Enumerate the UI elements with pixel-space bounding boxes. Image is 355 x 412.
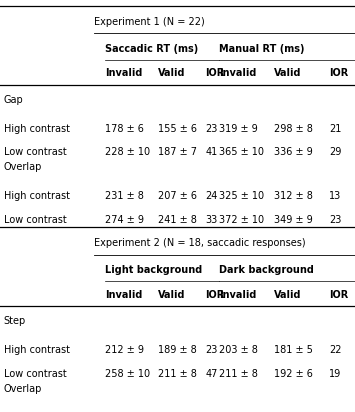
Text: Overlap: Overlap xyxy=(4,162,42,172)
Text: IOR: IOR xyxy=(329,290,349,300)
Text: Low contrast: Low contrast xyxy=(4,369,66,379)
Text: 23: 23 xyxy=(205,345,218,355)
Text: 241 ± 8: 241 ± 8 xyxy=(158,215,197,225)
Text: 23: 23 xyxy=(205,124,218,133)
Text: IOR: IOR xyxy=(205,68,224,78)
Text: 372 ± 10: 372 ± 10 xyxy=(219,215,264,225)
Text: Experiment 1 (N = 22): Experiment 1 (N = 22) xyxy=(94,17,205,27)
Text: 365 ± 10: 365 ± 10 xyxy=(219,147,264,157)
Text: 13: 13 xyxy=(329,191,342,201)
Text: 231 ± 8: 231 ± 8 xyxy=(105,191,144,201)
Text: IOR: IOR xyxy=(329,68,349,78)
Text: Invalid: Invalid xyxy=(219,68,257,78)
Text: 189 ± 8: 189 ± 8 xyxy=(158,345,197,355)
Text: High contrast: High contrast xyxy=(4,191,70,201)
Text: Manual RT (ms): Manual RT (ms) xyxy=(219,44,305,54)
Text: Valid: Valid xyxy=(274,290,301,300)
Text: Saccadic RT (ms): Saccadic RT (ms) xyxy=(105,44,198,54)
Text: 33: 33 xyxy=(205,215,218,225)
Text: 24: 24 xyxy=(205,191,218,201)
Text: 336 ± 9: 336 ± 9 xyxy=(274,147,313,157)
Text: 228 ± 10: 228 ± 10 xyxy=(105,147,150,157)
Text: 211 ± 8: 211 ± 8 xyxy=(219,369,258,379)
Text: 23: 23 xyxy=(329,215,342,225)
Text: 47: 47 xyxy=(205,369,218,379)
Text: 22: 22 xyxy=(329,345,342,355)
Text: 319 ± 9: 319 ± 9 xyxy=(219,124,258,133)
Text: IOR: IOR xyxy=(205,290,224,300)
Text: Experiment 2 (N = 18, saccadic responses): Experiment 2 (N = 18, saccadic responses… xyxy=(94,238,306,248)
Text: Gap: Gap xyxy=(4,95,23,105)
Text: 21: 21 xyxy=(329,124,342,133)
Text: Low contrast: Low contrast xyxy=(4,147,66,157)
Text: Invalid: Invalid xyxy=(105,290,142,300)
Text: Invalid: Invalid xyxy=(219,290,257,300)
Text: 19: 19 xyxy=(329,369,342,379)
Text: 298 ± 8: 298 ± 8 xyxy=(274,124,313,133)
Text: 41: 41 xyxy=(205,147,218,157)
Text: 192 ± 6: 192 ± 6 xyxy=(274,369,313,379)
Text: High contrast: High contrast xyxy=(4,124,70,133)
Text: 312 ± 8: 312 ± 8 xyxy=(274,191,313,201)
Text: 212 ± 9: 212 ± 9 xyxy=(105,345,144,355)
Text: 178 ± 6: 178 ± 6 xyxy=(105,124,144,133)
Text: Step: Step xyxy=(4,316,26,326)
Text: Low contrast: Low contrast xyxy=(4,215,66,225)
Text: 274 ± 9: 274 ± 9 xyxy=(105,215,144,225)
Text: 211 ± 8: 211 ± 8 xyxy=(158,369,197,379)
Text: Overlap: Overlap xyxy=(4,384,42,393)
Text: 155 ± 6: 155 ± 6 xyxy=(158,124,197,133)
Text: Valid: Valid xyxy=(158,68,185,78)
Text: 203 ± 8: 203 ± 8 xyxy=(219,345,258,355)
Text: 187 ± 7: 187 ± 7 xyxy=(158,147,197,157)
Text: 258 ± 10: 258 ± 10 xyxy=(105,369,150,379)
Text: Invalid: Invalid xyxy=(105,68,142,78)
Text: 29: 29 xyxy=(329,147,342,157)
Text: Valid: Valid xyxy=(158,290,185,300)
Text: Dark background: Dark background xyxy=(219,265,314,275)
Text: 181 ± 5: 181 ± 5 xyxy=(274,345,313,355)
Text: 325 ± 10: 325 ± 10 xyxy=(219,191,264,201)
Text: 207 ± 6: 207 ± 6 xyxy=(158,191,197,201)
Text: Light background: Light background xyxy=(105,265,202,275)
Text: 349 ± 9: 349 ± 9 xyxy=(274,215,313,225)
Text: High contrast: High contrast xyxy=(4,345,70,355)
Text: Valid: Valid xyxy=(274,68,301,78)
